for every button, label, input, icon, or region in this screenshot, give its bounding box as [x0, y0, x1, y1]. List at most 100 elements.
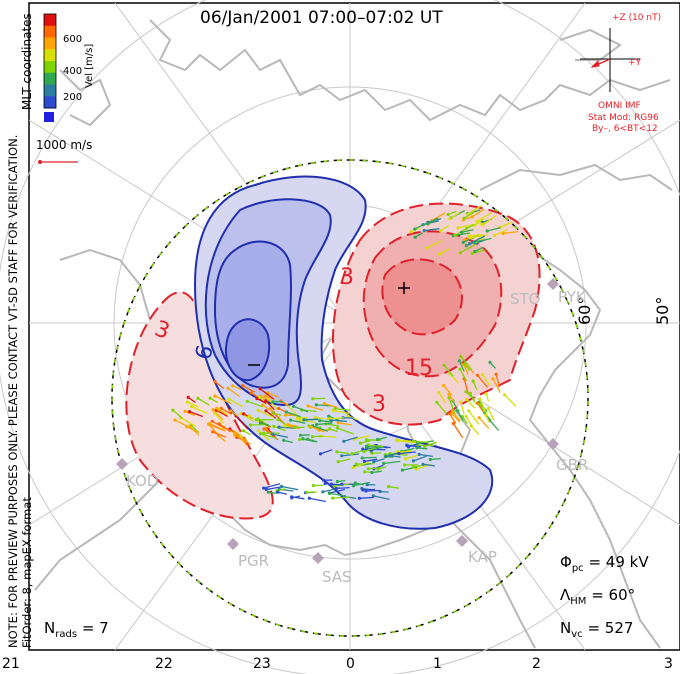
imf-model: Stat Mod: RG96: [588, 113, 659, 123]
velocity-vector: [416, 447, 428, 450]
velocity-vector-origin: [304, 490, 309, 494]
velocity-vector-origin: [366, 467, 370, 471]
velocity-vector: [388, 485, 400, 489]
velocity-vector-origin: [196, 396, 200, 400]
velocity-vector: [212, 409, 224, 421]
velocity-vector-origin: [438, 252, 442, 256]
velocity-vector: [172, 409, 183, 419]
velocity-vector: [209, 423, 226, 432]
velocity-vector-origin: [411, 459, 416, 463]
station-sto: STO: [510, 290, 541, 308]
velocity-vector-origin: [415, 446, 419, 450]
velocity-vector-origin: [357, 496, 361, 500]
station-sas: SAS: [322, 568, 352, 586]
velocity-vector: [495, 374, 501, 388]
velocity-vector-origin: [363, 470, 367, 474]
velocity-vector: [353, 481, 371, 487]
velocity-vector: [265, 400, 275, 411]
velocity-vector: [297, 416, 308, 420]
velocity-vector: [402, 466, 418, 471]
velocity-vector-origin: [409, 230, 413, 234]
velocity-vector-origin: [481, 373, 485, 377]
velocity-vector-origin: [421, 462, 425, 466]
velocity-vector-origin: [372, 460, 376, 464]
velocity-vector: [398, 439, 417, 444]
velocity-vector-origin: [447, 396, 451, 400]
stat-phi-pc: Φpc = 49 kV: [560, 553, 649, 574]
colorbar-segment: [44, 96, 56, 109]
velocity-vector: [281, 485, 299, 491]
velocity-vector: [256, 398, 267, 404]
velocity-vector-origin: [295, 416, 299, 420]
colorbar-segment: [44, 61, 56, 74]
velocity-vector-origin: [331, 408, 335, 413]
velocity-vector: [424, 441, 437, 447]
velocity-vector-origin: [334, 486, 338, 491]
velocity-vector-origin: [277, 425, 281, 429]
velocity-vector-origin: [460, 230, 464, 234]
colorbar: [43, 13, 57, 109]
velocity-vector-origin: [413, 227, 417, 231]
velocity-vector-origin: [370, 470, 374, 475]
velocity-vector-origin: [258, 432, 263, 436]
velocity-vector: [468, 410, 480, 425]
velocity-vector-origin: [208, 396, 212, 400]
velocity-vector: [232, 385, 243, 391]
velocity-vector: [503, 230, 518, 235]
mlt-tick-23: 23: [253, 656, 271, 672]
velocity-vector: [443, 385, 452, 395]
station-gbr: GBR: [556, 456, 589, 474]
velocity-vector: [316, 422, 333, 426]
velocity-vector-origin: [484, 392, 488, 396]
velocity-vector-origin: [354, 462, 358, 466]
colorbar-segment: [44, 14, 56, 27]
velocity-vector-origin: [422, 229, 426, 233]
velocity-vector-origin: [435, 400, 439, 404]
velocity-vector-origin: [473, 249, 477, 254]
velocity-vector: [334, 407, 351, 411]
velocity-vector-origin: [413, 235, 417, 239]
velocity-vector: [459, 368, 468, 382]
velocity-vector: [458, 360, 465, 372]
velocity-vector: [263, 483, 281, 489]
velocity-vector-origin: [241, 384, 245, 388]
velocity-vector-origin: [438, 229, 443, 233]
velocity-vector-origin: [450, 412, 454, 416]
velocity-vector: [343, 436, 358, 442]
velocity-vector: [362, 488, 376, 491]
velocity-vector-origin: [503, 393, 507, 397]
velocity-vector-origin: [423, 444, 427, 448]
velocity-vector: [235, 433, 249, 447]
velocity-vector-origin: [266, 490, 270, 494]
velocity-vector: [174, 419, 187, 426]
velocity-vector-origin: [353, 481, 357, 485]
contour-label-3a: 3: [340, 265, 354, 290]
mlt-tick-3: 3: [664, 656, 673, 672]
velocity-vector-origin: [382, 461, 386, 466]
velocity-vector: [362, 456, 377, 459]
velocity-vector: [469, 234, 483, 237]
colorbar-segment: [44, 72, 56, 85]
velocity-vector: [329, 488, 345, 494]
negative-potential-cell: [193, 175, 494, 530]
velocity-vector: [312, 425, 328, 432]
velocity-vector-origin: [364, 489, 368, 493]
velocity-vector-origin: [336, 460, 340, 464]
station-markers: [116, 278, 559, 564]
velocity-vector-origin: [475, 401, 479, 405]
velocity-vector: [449, 413, 457, 424]
velocity-vector-origin: [484, 413, 488, 417]
velocity-vector-origin: [327, 414, 331, 418]
velocity-vector: [324, 402, 338, 409]
velocity-vector-origin: [314, 403, 318, 407]
velocity-vector-origin: [272, 424, 276, 428]
hmb-green: [111, 159, 589, 637]
velocity-vector: [247, 400, 263, 408]
velocity-vector: [212, 431, 227, 438]
velocity-vector: [398, 451, 416, 455]
velocity-vector-origin: [417, 452, 421, 456]
velocity-vector-origin: [358, 441, 362, 445]
velocity-vector-origin: [414, 467, 418, 471]
velocity-vector: [180, 417, 197, 427]
velocity-vector: [325, 482, 335, 486]
